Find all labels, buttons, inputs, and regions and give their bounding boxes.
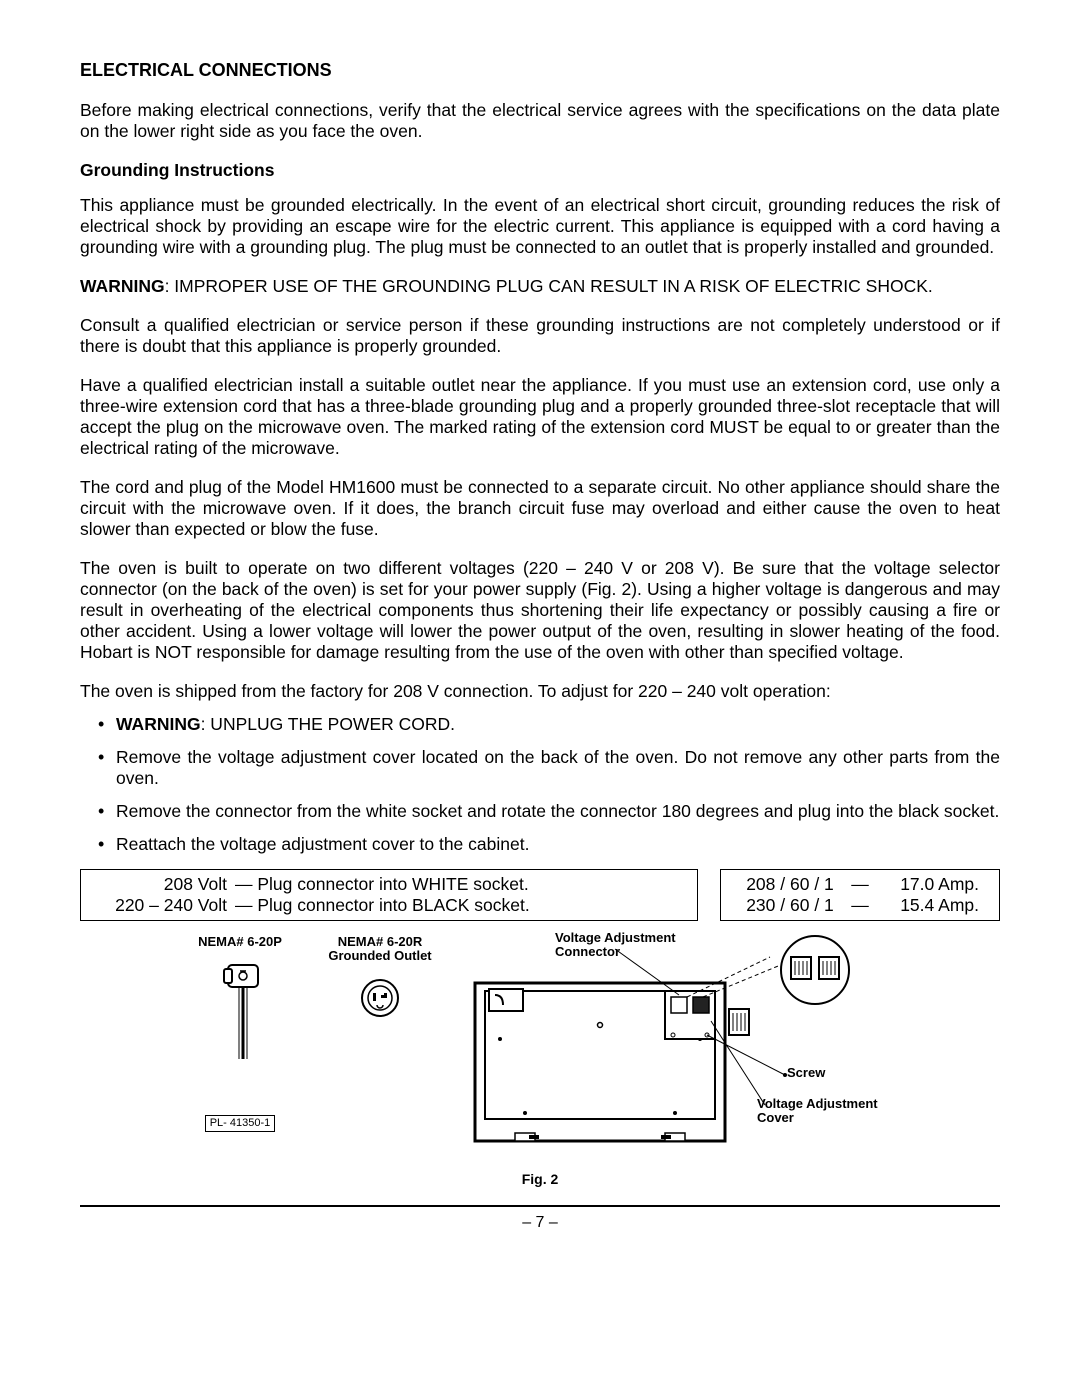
outlet-icon (355, 973, 405, 1023)
cell-socket: — Plug connector into BLACK socket. (235, 895, 683, 916)
para-cord: The cord and plug of the Model HM1600 mu… (80, 477, 1000, 540)
para-outlet: Have a qualified electrician install a s… (80, 375, 1000, 459)
cell-dash: — (845, 874, 875, 895)
figure-caption: Fig. 2 (80, 1171, 1000, 1188)
oven-back-svg (455, 935, 905, 1165)
oven-back-diagram: Voltage AdjustmentConnector Screw Voltag… (455, 935, 905, 1165)
para-warning: WARNING: IMPROPER USE OF THE GROUNDING P… (80, 276, 1000, 297)
plug-column: NEMA# 6-20P PL- 41350-1 (175, 935, 305, 1132)
cell-dash: — (845, 895, 875, 916)
nema-outlet-label-1: NEMA# 6-20R (305, 935, 455, 949)
plug-icon (210, 959, 270, 1069)
para-grounding: This appliance must be grounded electric… (80, 195, 1000, 258)
adjustment-steps-list: WARNING: UNPLUG THE POWER CORD. Remove t… (80, 714, 1000, 855)
cell-rating: 230 / 60 / 1 (735, 895, 845, 916)
list-item: Remove the voltage adjustment cover loca… (116, 747, 1000, 789)
cell-amp: 15.4 Amp. (875, 895, 985, 916)
outlet-column: NEMA# 6-20R Grounded Outlet (305, 935, 455, 1029)
cell-volt: 220 – 240 Volt (95, 895, 235, 916)
para-consult: Consult a qualified electrician or servi… (80, 315, 1000, 357)
warning-label: WARNING (80, 276, 165, 296)
socket-table: 208 Volt — Plug connector into WHITE soc… (80, 869, 698, 921)
list-item: WARNING: UNPLUG THE POWER CORD. (116, 714, 1000, 735)
warning-text: : IMPROPER USE OF THE GROUNDING PLUG CAN… (165, 276, 933, 296)
table-row: 230 / 60 / 1 — 15.4 Amp. (735, 895, 985, 916)
para-shipped: The oven is shipped from the factory for… (80, 681, 1000, 702)
table-row: 220 – 240 Volt — Plug connector into BLA… (95, 895, 683, 916)
step-warning-label: WARNING (116, 714, 201, 734)
voltage-tables-row: 208 Volt — Plug connector into WHITE soc… (80, 869, 1000, 921)
para-voltage: The oven is built to operate on two diff… (80, 558, 1000, 663)
heading-grounding: Grounding Instructions (80, 160, 1000, 181)
para-intro: Before making electrical connections, ve… (80, 100, 1000, 142)
nema-plug-label: NEMA# 6-20P (175, 935, 305, 949)
table-row: 208 Volt — Plug connector into WHITE soc… (95, 874, 683, 895)
table-row: 208 / 60 / 1 — 17.0 Amp. (735, 874, 985, 895)
figure-2: NEMA# 6-20P PL- 41350-1 NEMA# 6-20R Grou… (175, 935, 905, 1165)
plate-number-label: PL- 41350-1 (205, 1115, 276, 1132)
page-number: – 7 – (80, 1207, 1000, 1232)
step-warning-text: : UNPLUG THE POWER CORD. (201, 714, 455, 734)
cell-amp: 17.0 Amp. (875, 874, 985, 895)
heading-electrical-connections: ELECTRICAL CONNECTIONS (80, 60, 1000, 82)
nema-outlet-label-2: Grounded Outlet (305, 949, 455, 963)
connector-label: Voltage AdjustmentConnector (555, 931, 676, 960)
cell-socket: — Plug connector into WHITE socket. (235, 874, 683, 895)
list-item: Reattach the voltage adjustment cover to… (116, 834, 1000, 855)
screw-label: Screw (787, 1066, 825, 1080)
cover-label: Voltage AdjustmentCover (757, 1097, 878, 1126)
cell-rating: 208 / 60 / 1 (735, 874, 845, 895)
cell-volt: 208 Volt (95, 874, 235, 895)
list-item: Remove the connector from the white sock… (116, 801, 1000, 822)
amp-table: 208 / 60 / 1 — 17.0 Amp. 230 / 60 / 1 — … (720, 869, 1000, 921)
